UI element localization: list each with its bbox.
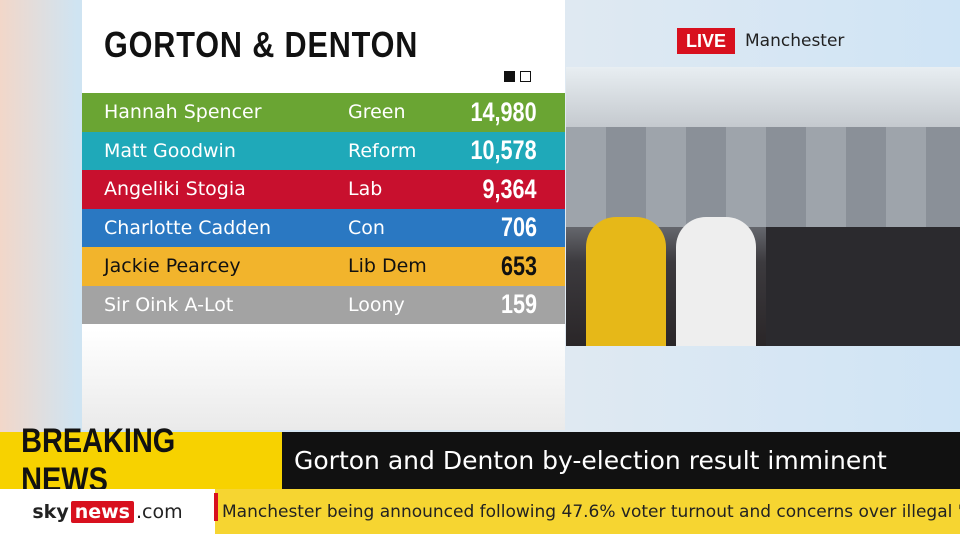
votes: 14,980 — [470, 96, 537, 127]
logo-com: .com — [136, 500, 183, 523]
result-row: Charlotte Cadden Con 706 — [82, 208, 565, 247]
breaking-text: BREAKING NEWS — [21, 421, 176, 499]
live-badge: LIVE — [677, 28, 735, 54]
title: GORTON & DENTON — [104, 24, 419, 65]
logo-news: news — [70, 500, 134, 523]
party: Reform — [348, 139, 417, 162]
logo-sky: sky — [32, 500, 69, 523]
votes: 10,578 — [470, 135, 537, 166]
headline: Gorton and Denton by-election result imm… — [294, 446, 887, 475]
results-panel: GORTON & DENTON Hannah Spencer Green 14,98… — [82, 0, 565, 430]
votes: 9,364 — [482, 173, 537, 204]
page-dot — [504, 71, 515, 82]
result-row: Angeliki Stogia Lab 9,364 — [82, 170, 565, 209]
crowd — [766, 227, 960, 346]
party: Con — [348, 216, 385, 239]
votes: 159 — [500, 289, 537, 320]
page-dot — [520, 71, 531, 82]
votes: 653 — [500, 250, 537, 281]
candidate-name: Matt Goodwin — [104, 139, 236, 162]
breaking-label: BREAKING NEWS — [0, 422, 282, 499]
candidate-name: Angeliki Stogia — [104, 178, 246, 201]
result-row: Hannah Spencer Green 14,980 — [82, 93, 565, 132]
figure — [676, 217, 756, 346]
votes: 706 — [500, 212, 537, 243]
ticker-text: Manchester being announced following 47.… — [222, 501, 960, 522]
candidate-name: Jackie Pearcey — [104, 255, 241, 278]
figure — [586, 217, 666, 346]
video-feed — [566, 67, 960, 346]
location: Manchester — [745, 31, 845, 51]
party: Green — [348, 101, 406, 124]
result-row: Matt Goodwin Reform 10,578 — [82, 131, 565, 170]
party: Lab — [348, 178, 383, 201]
backdrop — [566, 127, 960, 227]
candidate-name: Hannah Spencer — [104, 101, 262, 124]
candidate-name: Sir Oink A-Lot — [104, 293, 234, 316]
ticker-divider — [214, 493, 218, 521]
result-row: Sir Oink A-Lot Loony 159 — [82, 285, 565, 324]
party: Lib Dem — [348, 255, 427, 278]
candidate-name: Charlotte Cadden — [104, 216, 272, 239]
result-row: Jackie Pearcey Lib Dem 653 — [82, 247, 565, 286]
party: Loony — [348, 293, 405, 316]
logo: sky news .com — [0, 489, 215, 534]
